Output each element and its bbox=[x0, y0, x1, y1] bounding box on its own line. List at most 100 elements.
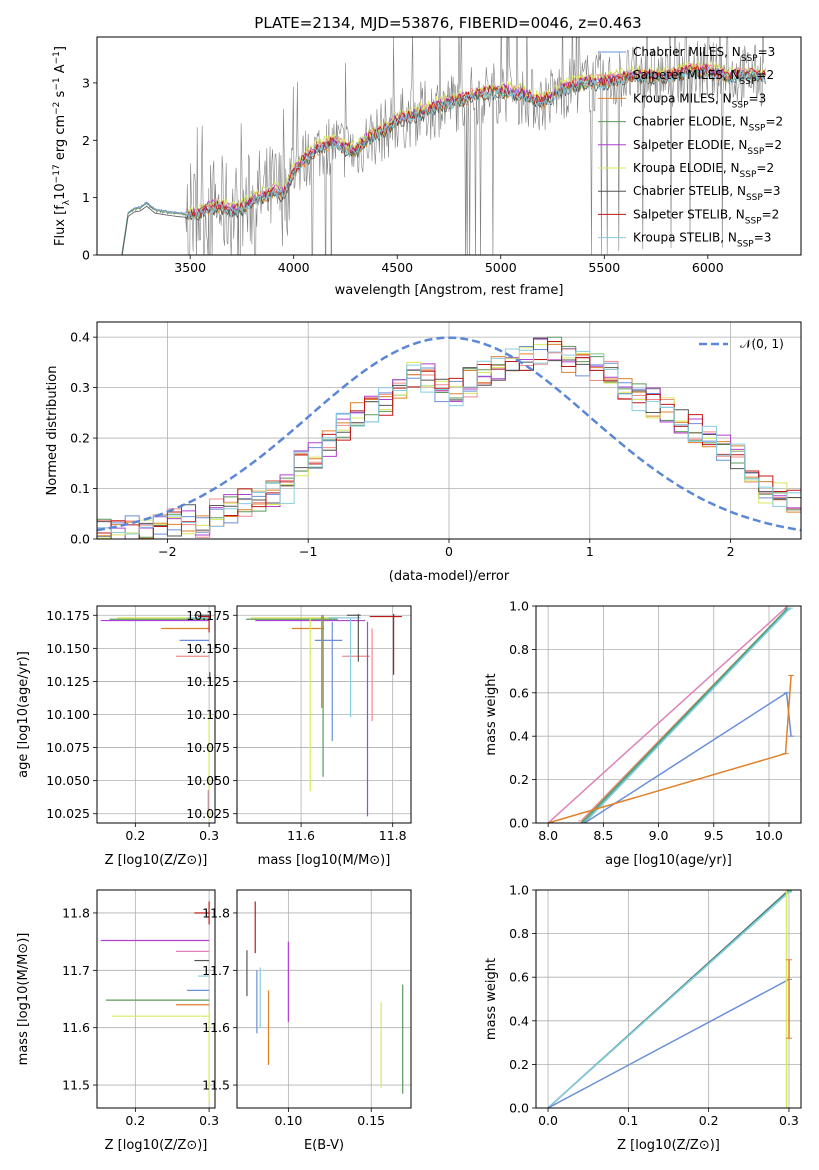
y-tick-label: 0.8 bbox=[509, 642, 529, 657]
x-tick-label: 0.2 bbox=[125, 1113, 145, 1128]
y-tick-label: 0.8 bbox=[509, 926, 529, 941]
weight-line bbox=[547, 978, 790, 1108]
x-tick-label: 0.2 bbox=[699, 1113, 719, 1128]
x-tick-label: 0.2 bbox=[125, 828, 145, 843]
y-tick-label: 0.2 bbox=[70, 431, 90, 446]
figure-title: PLATE=2134, MJD=53876, FIBERID=0046, z=0… bbox=[254, 14, 641, 32]
x-axis-label: E(B-V) bbox=[304, 1138, 344, 1153]
marks bbox=[246, 613, 402, 817]
marks bbox=[100, 614, 211, 821]
y-tick-label: 0.0 bbox=[509, 816, 529, 831]
spectrum-lines bbox=[121, 37, 766, 255]
axes-frame bbox=[96, 605, 216, 824]
weight-line bbox=[547, 891, 790, 1108]
axes-frame bbox=[236, 605, 412, 824]
y-tick-label: 11.7 bbox=[202, 963, 230, 978]
x-axis-label: (data-model)/error bbox=[389, 569, 510, 584]
y-tick-label: 0.4 bbox=[509, 729, 529, 744]
weight-vs-Z-panel: 0.0 0.1 0.2 0.3 0.0 0.2 0.4 0.6 0.8 1.0 Z [log10(Z… bbox=[484, 883, 802, 1153]
y-tick-label: 1.0 bbox=[509, 599, 529, 614]
y-axis-label: mass weight bbox=[484, 958, 499, 1040]
x-tick-label: −1 bbox=[299, 544, 317, 559]
marks bbox=[100, 901, 210, 1103]
weight-line bbox=[547, 606, 789, 823]
weight-vs-age-panel: 8.0 8.5 9.0 9.5 10.0 0.0 0.2 0.4 0.6 0.8 1.0 age [l… bbox=[484, 599, 802, 868]
residual-histogram bbox=[97, 348, 801, 535]
x-tick-label: 0.3 bbox=[199, 1113, 219, 1128]
axes-frame bbox=[96, 36, 802, 256]
x-tick-label: 2 bbox=[727, 544, 735, 559]
y-tick-label: 0.2 bbox=[509, 1057, 529, 1072]
age-vs-Z-panel: 0.2 0.3 10.025 10.050 10.075 10.100 10.125 10.1… bbox=[16, 605, 219, 868]
x-tick-label: 0.10 bbox=[274, 1113, 302, 1128]
x-tick-label: 5000 bbox=[485, 260, 517, 275]
x-tick-label: 6000 bbox=[692, 260, 724, 275]
y-tick-label: 11.8 bbox=[62, 905, 90, 920]
axes-frame bbox=[236, 889, 412, 1109]
y-tick-label: 10.100 bbox=[186, 707, 230, 722]
mass-vs-Z-panel: 0.2 0.3 11.5 11.6 11.7 11.8 Z [log10(Z/Z⊙)] mas… bbox=[16, 889, 219, 1153]
y-axis-label: mass [log10(M/M⊙)] bbox=[16, 933, 31, 1066]
y-tick-label: 0.0 bbox=[70, 532, 90, 547]
x-axis-label: Z [log10(Z/Z⊙)] bbox=[105, 1138, 208, 1153]
y-tick-label: 10.125 bbox=[46, 674, 90, 689]
spectrum-model-line bbox=[186, 67, 766, 221]
y-tick-label: 0.4 bbox=[70, 330, 90, 345]
legend-label: Salpeter STELIB, NSSP=2 bbox=[633, 207, 779, 226]
x-tick-label: 4500 bbox=[381, 260, 413, 275]
x-tick-label: 0.3 bbox=[199, 828, 219, 843]
y-tick-label: 10.150 bbox=[46, 641, 90, 656]
y-tick-label: 11.7 bbox=[62, 963, 90, 978]
y-tick-label: 10.100 bbox=[46, 707, 90, 722]
spectrum-model-line bbox=[186, 63, 766, 218]
legend-label: Kroupa STELIB, NSSP=3 bbox=[633, 231, 771, 250]
legend-label: Kroupa MILES, NSSP=3 bbox=[633, 91, 766, 110]
y-tick-label: 10.050 bbox=[186, 773, 230, 788]
x-axis-label: Z [log10(Z/Z⊙)] bbox=[105, 853, 208, 868]
y-tick-label: 10.025 bbox=[186, 806, 230, 821]
y-tick-label: 11.8 bbox=[202, 905, 230, 920]
y-tick-label: 3 bbox=[82, 75, 90, 90]
weight-line bbox=[547, 675, 792, 823]
spectrum-model-line bbox=[121, 68, 766, 255]
x-tick-label: 1 bbox=[586, 544, 594, 559]
x-axis-label: mass [log10(M/M⊙)] bbox=[258, 853, 391, 868]
weight-line bbox=[582, 608, 789, 823]
y-tick-label: 11.6 bbox=[202, 1020, 230, 1035]
y-tick-label: 10.075 bbox=[46, 740, 90, 755]
x-axis-label: wavelength [Angstrom, rest frame] bbox=[335, 283, 564, 298]
x-tick-label: 11.8 bbox=[379, 828, 407, 843]
x-tick-label: 0.3 bbox=[779, 1113, 799, 1128]
y-tick-label: 10.050 bbox=[46, 773, 90, 788]
y-tick-label: 10.150 bbox=[186, 641, 230, 656]
y-axis-label: age [log10(age/yr)] bbox=[16, 651, 31, 778]
y-tick-label: 10.025 bbox=[46, 806, 90, 821]
x-tick-label: 9.5 bbox=[704, 828, 724, 843]
marks bbox=[246, 901, 404, 1094]
legend-label: Salpeter ELODIE, NSSP=2 bbox=[633, 138, 782, 157]
y-tick-label: 10.175 bbox=[46, 608, 90, 623]
y-tick-label: 1 bbox=[82, 190, 90, 205]
y-tick-label: 10.175 bbox=[186, 608, 230, 623]
y-tick-label: 11.6 bbox=[62, 1020, 90, 1035]
axes-frame bbox=[535, 605, 802, 824]
legend-label: 𝒩(0, 1) bbox=[740, 337, 784, 351]
residuals-panel: −2 −1 0 1 2 0.0 0.1 0.2 0.3 0.4 𝒩(0, 1) (data-model… bbox=[45, 321, 802, 584]
legend-label: Chabrier STELIB, NSSP=3 bbox=[633, 184, 781, 203]
x-tick-label: 9.0 bbox=[649, 828, 669, 843]
residual-hists bbox=[97, 336, 801, 539]
y-tick-label: 0.6 bbox=[509, 970, 529, 985]
y-tick-label: 0.6 bbox=[509, 685, 529, 700]
mass-vs-EBV-panel: 0.10 0.15 11.5 11.6 11.7 11.8 E(B-V) bbox=[202, 889, 412, 1153]
y-axis-label: Flux [fλ10−17 erg cm−2 s−1 A−1] bbox=[52, 46, 72, 246]
y-tick-label: 10.075 bbox=[186, 740, 230, 755]
legend-label: Kroupa ELODIE, NSSP=2 bbox=[633, 161, 774, 180]
weight-line bbox=[580, 607, 789, 823]
x-tick-label: 0 bbox=[445, 544, 453, 559]
x-tick-label: 8.0 bbox=[538, 828, 558, 843]
age-vs-mass-panel: 11.6 11.8 10.025 10.050 10.075 10.100 10.125 10… bbox=[186, 605, 412, 868]
x-tick-label: 4000 bbox=[278, 260, 310, 275]
y-tick-label: 2 bbox=[82, 133, 90, 148]
